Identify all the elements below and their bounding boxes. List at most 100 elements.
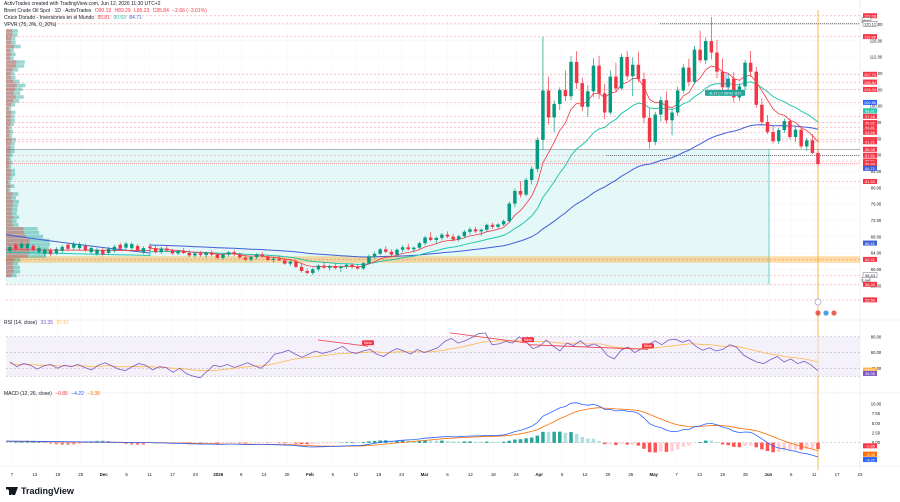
vpvr-down-bar <box>6 118 11 122</box>
vpvr-down-bar <box>6 212 12 216</box>
time-tick-label: 14 <box>262 472 267 477</box>
macd-hist-bar <box>738 443 741 448</box>
macd-tick-label: 5.00 <box>872 421 881 426</box>
macd-hist-bar <box>294 443 297 444</box>
candle-body <box>766 122 769 132</box>
rsi-tick-label: 60.00 <box>871 350 882 355</box>
vpvr-down-bar <box>6 192 13 196</box>
macd-hist-bar <box>743 443 746 446</box>
time-tick-label: 24 <box>514 472 519 477</box>
candle-body <box>799 130 802 147</box>
vpvr-down-bar <box>6 49 10 53</box>
price-tag-label: 116.96 <box>864 34 876 39</box>
macd-hist-bar <box>771 443 774 453</box>
candle-body <box>620 57 623 88</box>
macd-hist-bar <box>367 441 370 443</box>
indicator-legend[interactable]: Cruce Dorado - Inversiones en el Mundo 9… <box>4 15 142 21</box>
rsi-value-tag-label: 33.35 <box>865 371 875 376</box>
vpvr-down-bar <box>6 215 13 219</box>
time-tick-label: 26 <box>628 472 633 477</box>
candle-body <box>311 269 314 273</box>
candle-body <box>485 225 488 230</box>
time-tick-label: 6 <box>332 472 335 477</box>
price-tag-label: 97.46 <box>865 114 875 119</box>
macd-hist-bar <box>266 443 269 444</box>
candle-body <box>124 244 127 248</box>
time-tick-label: 20 <box>285 472 290 477</box>
macd-hist-bar <box>513 440 516 443</box>
macd-hist-bar <box>631 443 634 445</box>
vpvr-down-bar <box>6 231 24 235</box>
bear-tag-label: Bear <box>524 338 532 342</box>
rsi-band <box>6 337 860 376</box>
vpvr-down-bar <box>6 223 13 227</box>
vpvr-down-bar <box>6 165 9 169</box>
time-tick-label: 7 <box>11 472 14 477</box>
candle-body <box>317 266 320 270</box>
candle-body <box>95 250 98 254</box>
vpvr-down-bar <box>6 64 16 68</box>
macd-hist-bar <box>446 441 449 443</box>
macd-hist-bar <box>429 440 432 442</box>
vpvr-down-bar <box>6 41 11 45</box>
macd-hist-bar <box>328 443 331 444</box>
candle-body <box>726 79 729 88</box>
candle-body <box>78 244 81 248</box>
macd-hist-bar <box>524 438 527 443</box>
price-tag-label: 66.41 <box>865 241 875 246</box>
macd-hist-bar <box>350 442 353 443</box>
candle-body <box>61 247 64 251</box>
symbol-legend[interactable]: Brent Crude Oil Spot · 1D · ActivTrades … <box>4 8 207 14</box>
macd-legend[interactable]: MACD (12, 26, close) −0.85 −4.22 −3.38 <box>4 391 100 397</box>
rsi-ma-value: 37.67 <box>56 320 69 326</box>
macd-hist-bar <box>592 439 595 443</box>
macd-hist-bar <box>580 437 583 443</box>
vpvr-down-bar <box>6 37 11 41</box>
candle-body <box>193 253 196 255</box>
rsi-legend[interactable]: RSI (14, close) 33.35 37.67 <box>4 320 69 326</box>
candle-body <box>496 224 499 226</box>
macd-value-tag-label: −0.85 <box>865 444 875 449</box>
time-axis[interactable]: 7 13 19 25 Dec 5 11 17 23 2026 8 14 20 Feb 6 12 18 24 Mar 6… <box>0 466 900 477</box>
measure-label: -8.17 (-7.39%) -817 <box>709 92 742 96</box>
candle-body <box>148 246 151 248</box>
vpvr-down-bar <box>6 184 11 188</box>
bear-tag-label: Bear <box>644 344 652 348</box>
candle-body <box>20 244 23 248</box>
macd-hist-bar <box>665 443 668 452</box>
price-tick-label: 60.00 <box>871 267 882 272</box>
created-line: ActivTrades created with TradingView.com… <box>4 1 161 7</box>
candle-body <box>55 249 58 253</box>
candle-body <box>84 246 87 250</box>
vpvr-down-bar <box>6 146 11 150</box>
candle-body <box>154 248 157 252</box>
candle-body <box>805 140 808 146</box>
macd-hist-bar <box>569 432 572 443</box>
time-tick-label: 12 <box>353 472 358 477</box>
vpvr-legend[interactable]: VPVR (75, 3%, 0_20%) <box>4 22 56 28</box>
candle-body <box>524 180 527 195</box>
vpvr-down-bar <box>6 142 11 146</box>
candle-body <box>238 254 241 257</box>
macd-hist-bar <box>463 441 466 442</box>
time-tick-label: Apr <box>535 472 543 477</box>
vpvr-down-bar <box>6 239 30 243</box>
candle-body <box>107 249 110 253</box>
bear-tag-label: Bear <box>364 341 372 345</box>
macd-hist-bar <box>305 443 308 445</box>
candle-body <box>580 83 583 107</box>
candle-body <box>362 263 365 268</box>
vpvr-down-bar <box>6 196 11 200</box>
candle-body <box>547 90 550 117</box>
candle-body <box>43 250 46 254</box>
candle-body <box>569 62 572 96</box>
candle-body <box>463 232 466 236</box>
candle-body <box>451 237 454 240</box>
candle-body <box>788 121 791 137</box>
candle-body <box>721 72 724 88</box>
price-tag-label: 105.84 <box>864 80 877 85</box>
vpvr-down-bar <box>6 177 10 181</box>
price-tag-label: 84.71 <box>865 166 875 171</box>
candle-body <box>423 237 426 243</box>
candle-body <box>429 237 432 239</box>
